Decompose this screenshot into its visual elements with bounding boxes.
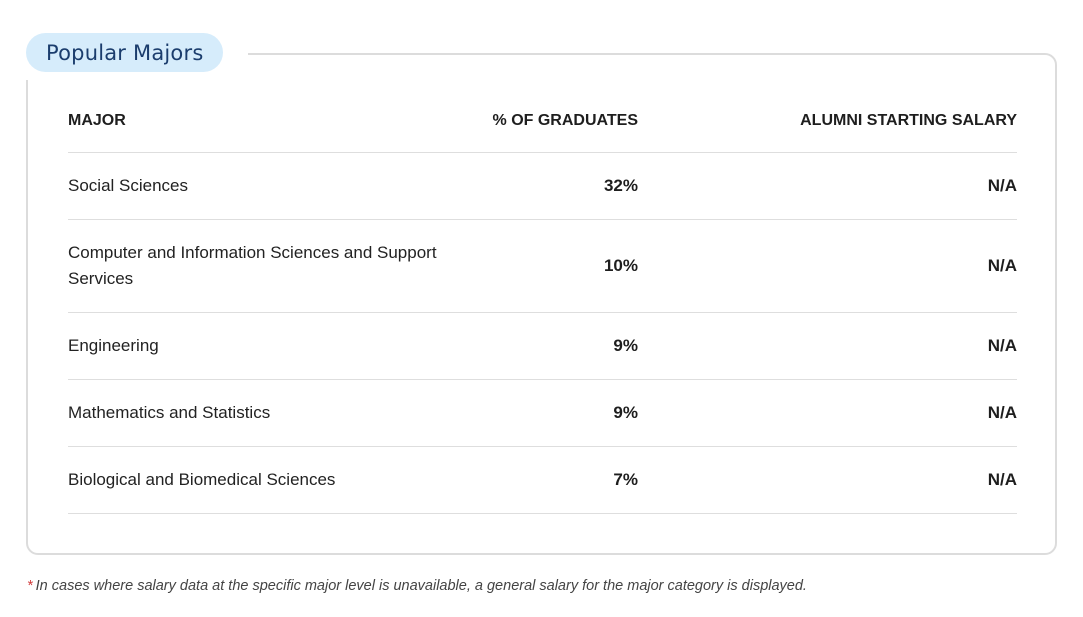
table-header-row: MAJOR % OF GRADUATES ALUMNI STARTING SAL…	[68, 90, 1017, 153]
popular-majors-card	[26, 53, 1057, 555]
percent-of-graduates: 9%	[613, 403, 638, 422]
table-row: Engineering 9% N/A	[68, 313, 1017, 380]
major-name: Mathematics and Statistics	[68, 403, 271, 422]
column-header-percent: % OF GRADUATES	[492, 112, 638, 129]
table-row: Biological and Biomedical Sciences 7% N/…	[68, 447, 1017, 514]
section-title-pill: Popular Majors	[26, 33, 224, 72]
major-name: Social Sciences	[68, 176, 189, 195]
percent-of-graduates: 10%	[603, 256, 638, 275]
percent-of-graduates: 7%	[613, 470, 638, 489]
percent-of-graduates: 32%	[603, 176, 638, 195]
starting-salary: N/A	[987, 470, 1017, 489]
table-row: Mathematics and Statistics 9% N/A	[68, 380, 1017, 447]
major-name: Computer and Information Sciences and Su…	[68, 243, 437, 288]
starting-salary: N/A	[987, 256, 1017, 275]
table-row: Social Sciences 32% N/A	[68, 153, 1017, 220]
starting-salary: N/A	[987, 336, 1017, 355]
salary-footnote: * In cases where salary data at the speci…	[27, 578, 807, 594]
major-name: Biological and Biomedical Sciences	[68, 470, 336, 489]
starting-salary: N/A	[987, 176, 1017, 195]
major-name: Engineering	[68, 336, 159, 355]
footnote-marker: *	[27, 578, 33, 594]
percent-of-graduates: 9%	[613, 336, 638, 355]
table-row: Computer and Information Sciences and Su…	[68, 220, 1017, 313]
section-title: Popular Majors	[46, 40, 204, 65]
majors-table: MAJOR % OF GRADUATES ALUMNI STARTING SAL…	[68, 90, 1017, 514]
footnote-text: In cases where salary data at the specif…	[35, 578, 807, 594]
column-header-major: MAJOR	[68, 112, 126, 129]
starting-salary: N/A	[987, 403, 1017, 422]
column-header-salary: ALUMNI STARTING SALARY	[800, 112, 1017, 129]
